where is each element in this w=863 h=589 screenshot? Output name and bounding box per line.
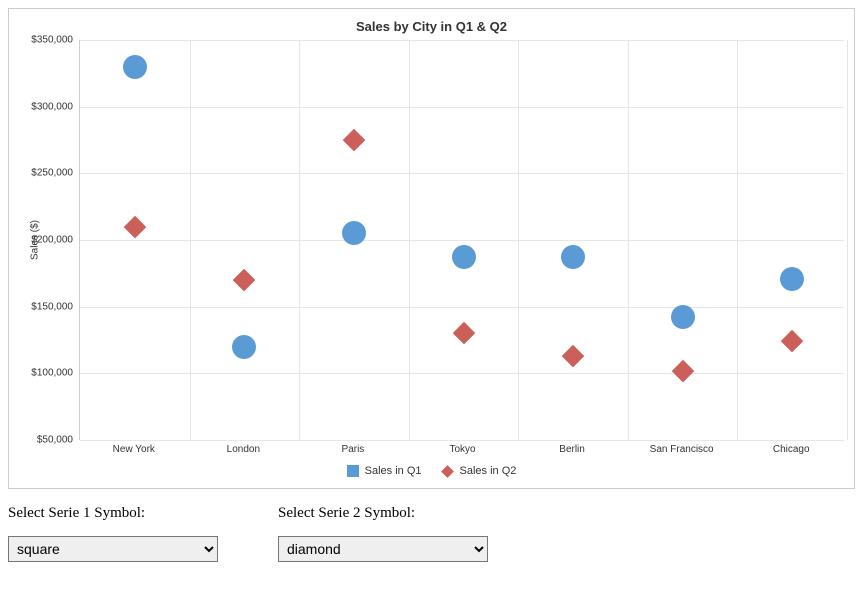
diamond-icon [442, 465, 454, 477]
grid-line-h [80, 373, 844, 374]
data-point[interactable] [456, 325, 472, 341]
y-tick-label: $200,000 [31, 235, 73, 246]
grid-line-v [737, 40, 738, 440]
x-tick-label: Berlin [559, 444, 585, 455]
x-tick-label: Tokyo [449, 444, 475, 455]
y-axis-labels: $50,000$100,000$150,000$200,000$250,000$… [19, 40, 79, 440]
square-icon [347, 465, 359, 477]
grid-line-h [80, 107, 844, 108]
serie2-control: Select Serie 2 Symbol: diamond [278, 505, 488, 562]
serie2-label: Select Serie 2 Symbol: [278, 505, 488, 522]
x-tick-label: San Francisco [650, 444, 714, 455]
data-point[interactable] [784, 333, 800, 349]
plot-wrap: Sales ($) $50,000$100,000$150,000$200,00… [19, 40, 844, 440]
grid-line-v [628, 40, 629, 440]
serie1-control: Select Serie 1 Symbol: square [8, 505, 218, 562]
y-tick-label: $100,000 [31, 368, 73, 379]
grid-line-h [80, 307, 844, 308]
data-point[interactable] [346, 132, 362, 148]
x-tick-label: New York [113, 444, 155, 455]
grid-line-h [80, 240, 844, 241]
legend-label: Sales in Q2 [460, 465, 517, 477]
serie1-label: Select Serie 1 Symbol: [8, 505, 218, 522]
grid-line-v [299, 40, 300, 440]
y-tick-label: $300,000 [31, 101, 73, 112]
data-point[interactable] [671, 305, 695, 329]
y-tick-label: $150,000 [31, 301, 73, 312]
x-tick-label: London [227, 444, 260, 455]
chart-title: Sales by City in Q1 & Q2 [19, 19, 844, 34]
serie1-select[interactable]: square [8, 536, 218, 562]
legend-item[interactable]: Sales in Q2 [442, 465, 517, 477]
legend-item[interactable]: Sales in Q1 [347, 465, 422, 477]
y-tick-label: $50,000 [37, 435, 73, 446]
grid-line-h [80, 173, 844, 174]
grid-line-h [80, 40, 844, 41]
grid-line-v [409, 40, 410, 440]
data-point[interactable] [123, 55, 147, 79]
x-tick-label: Paris [342, 444, 365, 455]
grid-line-v [190, 40, 191, 440]
data-point[interactable] [232, 335, 256, 359]
data-point[interactable] [561, 245, 585, 269]
legend: Sales in Q1 Sales in Q2 [19, 464, 844, 482]
plot-area [79, 40, 844, 440]
data-point[interactable] [675, 363, 691, 379]
chart-container: Sales by City in Q1 & Q2 Sales ($) $50,0… [8, 8, 855, 489]
y-tick-label: $250,000 [31, 168, 73, 179]
grid-line-v [518, 40, 519, 440]
legend-label: Sales in Q1 [365, 465, 422, 477]
data-point[interactable] [780, 267, 804, 291]
data-point[interactable] [236, 272, 252, 288]
grid-line-v [847, 40, 848, 440]
serie2-select[interactable]: diamond [278, 536, 488, 562]
y-tick-label: $350,000 [31, 35, 73, 46]
controls-row: Select Serie 1 Symbol: square Select Ser… [8, 505, 855, 562]
data-point[interactable] [127, 219, 143, 235]
data-point[interactable] [452, 245, 476, 269]
data-point[interactable] [342, 221, 366, 245]
x-tick-label: Chicago [773, 444, 810, 455]
x-axis-labels: New York London Paris Tokyo Berlin San Franci… [79, 440, 844, 462]
data-point[interactable] [565, 348, 581, 364]
